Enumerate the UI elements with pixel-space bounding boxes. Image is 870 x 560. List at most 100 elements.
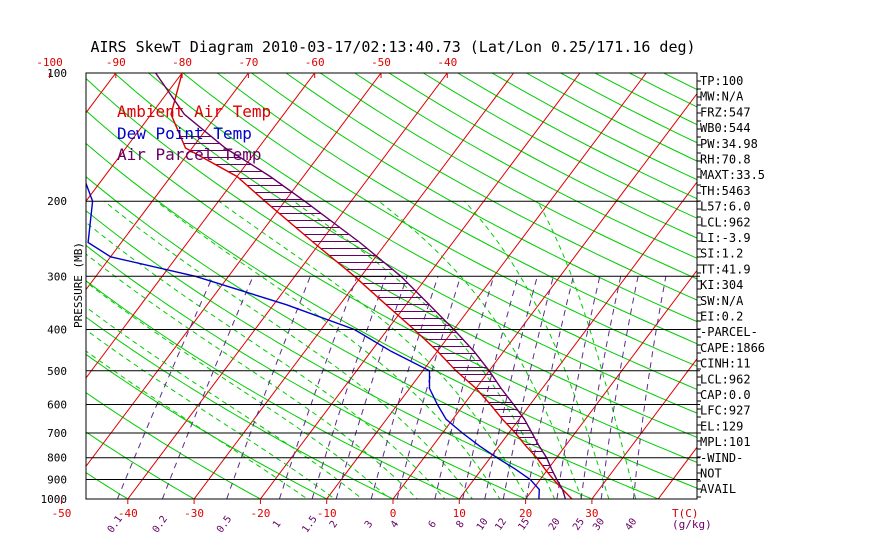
bottom-temp-tick-label: -40 <box>118 507 138 520</box>
isotherm <box>0 64 57 509</box>
isotherm <box>259 73 581 499</box>
isotherms <box>0 64 697 509</box>
stat-line: SI:1.2 <box>700 247 743 261</box>
moist-adiabat <box>104 200 474 499</box>
mixing-ratio-line <box>161 276 254 499</box>
mixing-ratio-label: 12 <box>493 516 509 532</box>
mixing-ratio-label: 0.2 <box>151 514 170 535</box>
plot-frame <box>85 72 698 500</box>
stat-line: LFC:927 <box>700 404 751 418</box>
legend: Ambient Air Temp Dew Point Temp Air Parc… <box>117 102 271 164</box>
dry-adiabat <box>86 244 526 499</box>
pressure-tick-label: 600 <box>47 398 67 411</box>
moist-adiabat <box>86 221 446 499</box>
moist-adiabat <box>86 306 363 499</box>
top-temp-tick-label: -50 <box>371 56 391 69</box>
dry-adiabat <box>86 77 697 438</box>
bottom-temp-tick-label: 30 <box>585 507 598 520</box>
isotherm <box>127 73 448 499</box>
bottom-temp-tick-label: -20 <box>250 507 270 520</box>
stat-line: RH:70.8 <box>700 153 751 167</box>
mixing-ratio-label: 8 <box>454 519 466 530</box>
dry-adiabat <box>86 392 261 499</box>
pressure-tick-label: 300 <box>47 270 67 283</box>
dry-adiabat <box>388 73 697 239</box>
bottom-temp-tick-label: 20 <box>519 507 532 520</box>
mixing-ratio-label: 20 <box>547 516 563 532</box>
isotherm <box>86 73 183 202</box>
stat-line: AVAIL <box>700 482 736 496</box>
x-axis-unit-label: T(C) <box>672 507 699 520</box>
pressure-tick-label: 200 <box>47 195 67 208</box>
isotherm <box>86 73 250 291</box>
moist-adiabat <box>537 200 637 499</box>
dry-adiabat <box>285 73 697 301</box>
legend-air-parcel-temp: Air Parcel Temp <box>117 145 262 164</box>
stat-line: WB0:544 <box>700 121 751 135</box>
mixing-ratio-line <box>462 276 519 499</box>
dry-adiabat <box>251 73 697 323</box>
mixing-ratio-line <box>556 276 601 499</box>
top-temp-tick-label: -80 <box>172 56 192 69</box>
moist-adiabat <box>218 200 528 499</box>
dry-adiabat <box>86 110 697 463</box>
bottom-temp-tick-label: 0 <box>390 507 397 520</box>
axis-ticks: 0.1 0.2 0.5 1 1.5 2 3 4 6 8 10 12 15 20 25 30 4010020030… <box>36 56 701 535</box>
mixing-ratio-label: 3 <box>363 519 375 530</box>
stat-line: CAPE:1866 <box>700 341 765 355</box>
top-temp-tick-label: -90 <box>106 56 126 69</box>
stat-line: MAXT:33.5 <box>700 168 765 182</box>
legend-ambient-air-temp: Ambient Air Temp <box>117 102 271 121</box>
dry-adiabat <box>354 73 697 259</box>
stat-line: EL:129 <box>700 419 743 433</box>
mixing-ratio-line <box>311 276 387 499</box>
mixing-ratio-unit-label: (g/kg) <box>672 518 712 531</box>
moist-adiabat <box>464 200 610 499</box>
dry-adiabat <box>320 73 697 280</box>
stat-line: EI:0.2 <box>700 310 743 324</box>
isotherm <box>86 73 382 468</box>
pressure-tick-label: 700 <box>47 427 67 440</box>
isotherm <box>657 446 697 499</box>
legend-dew-point-temp: Dew Point Temp <box>117 124 252 143</box>
mixing-ratio-label: 2 <box>328 519 340 530</box>
dry-adiabat <box>86 353 327 499</box>
moist-adiabat <box>378 200 583 499</box>
moist-adiabats <box>86 200 637 499</box>
top-temp-tick-label: -100 <box>36 56 63 69</box>
stat-line: MW:N/A <box>700 90 744 104</box>
isotherm <box>591 358 697 499</box>
stat-line: CAP:0.0 <box>700 388 751 402</box>
isobars <box>86 200 700 481</box>
pressure-tick-label: 400 <box>47 323 67 336</box>
stat-line: -WIND- <box>700 451 743 465</box>
dry-adiabat <box>148 73 697 390</box>
isotherm <box>458 181 697 499</box>
mixing-ratio-line <box>226 276 311 499</box>
bottom-temp-tick-label: -50 <box>52 507 72 520</box>
stat-line: NOT <box>700 467 722 481</box>
dry-adiabat <box>491 73 697 181</box>
mixing-ratio-line <box>370 276 439 499</box>
top-temp-tick-label: -70 <box>238 56 258 69</box>
stat-line: TH:5463 <box>700 184 751 198</box>
mixing-ratio-label: 10 <box>475 516 491 532</box>
isotherm <box>524 269 697 499</box>
dry-adiabat <box>216 73 697 345</box>
pressure-tick-label: 800 <box>47 452 67 465</box>
cape-hatching <box>180 136 557 481</box>
dry-adiabat <box>86 210 593 499</box>
stat-line: PW:34.98 <box>700 137 758 151</box>
dry-adiabat <box>457 73 697 200</box>
isotherm <box>392 92 697 499</box>
pressure-tick-label: 500 <box>47 365 67 378</box>
dry-adiabat <box>182 73 697 367</box>
mixing-ratio-line <box>434 276 495 499</box>
mixing-ratio-line <box>335 276 408 499</box>
mixing-ratio-lines <box>116 276 667 499</box>
stat-line: MPL:101 <box>700 435 751 449</box>
dry-adiabats <box>86 73 697 499</box>
stat-line: TT:41.9 <box>700 262 751 276</box>
dry-adiabat <box>86 316 394 499</box>
